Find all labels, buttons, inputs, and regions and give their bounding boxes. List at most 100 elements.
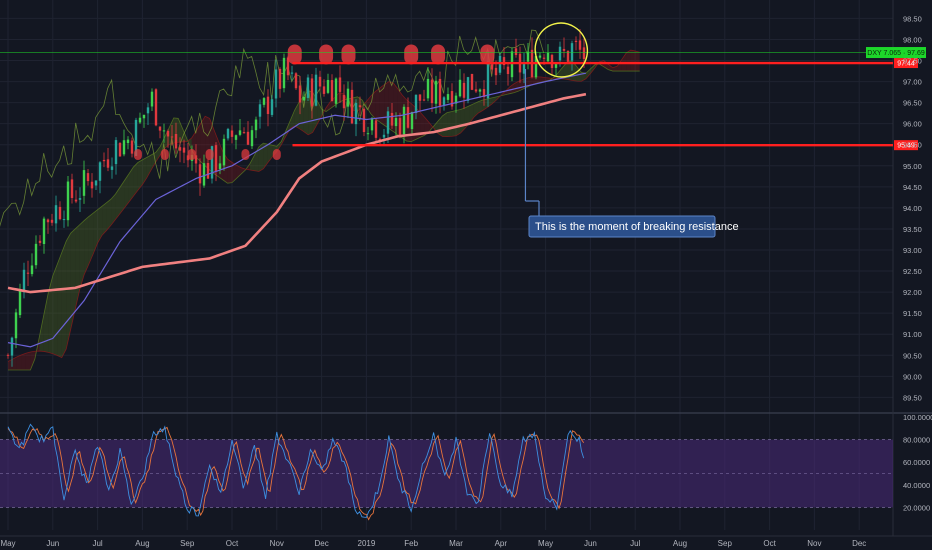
candle-body [230,130,234,137]
candle-body [158,126,162,131]
candle-body [430,79,434,104]
candle-body [294,73,298,89]
time-tick-label: Jun [46,539,59,548]
candle-body [434,80,438,104]
candle-body [422,99,426,101]
price-tick-label: 94.50 [903,183,922,192]
candle-body [14,312,18,339]
cloud-segment [111,194,116,226]
cloud-segment [276,141,282,152]
price-tick-label: 95.00 [903,162,922,171]
stoch-d-line [7,426,585,521]
candle-body [438,78,442,106]
cloud-segment [478,100,483,113]
candle-body [478,89,482,92]
cloud-segment [442,112,448,137]
resistance-price-tag [894,58,918,69]
candle-body [510,51,514,78]
candle-body [342,95,346,109]
candle-body [170,136,174,138]
cloud-segment [429,122,434,132]
cloud-segment [514,81,519,93]
cloud-segment [93,209,98,255]
cloud-segment [379,84,385,126]
candle-body [214,145,218,172]
cloud-segment [52,264,58,356]
candle-body [178,147,182,151]
lagging-span [0,29,545,227]
cloud-segment [142,157,147,185]
candle-body [402,106,406,135]
cloud-segment [124,173,129,208]
cloud-segment [178,118,183,143]
price-tick-label: 96.50 [903,99,922,108]
cloud-segment [630,50,636,72]
stoch-k-line [7,423,585,518]
resistance-price-tag [894,140,918,151]
candle-body [26,272,30,274]
candle-body [450,91,454,107]
candle-body [346,88,350,107]
cloud-segment [240,167,246,175]
candle-body [378,138,382,140]
candle-body [130,140,134,154]
cloud-segment [258,143,264,172]
candle-body [278,68,282,89]
cloud-segment [88,213,94,265]
candle-body [150,91,154,107]
candle-body [398,118,402,136]
candle-body [366,133,370,135]
candle-body [82,170,86,196]
time-tick-label: Apr [495,539,508,548]
support-marker [187,149,196,161]
candle-body [374,120,378,138]
cloud-segment [16,354,22,370]
time-tick-label: 2019 [358,539,376,548]
candle-body [186,155,190,161]
cloud-segment [57,252,62,358]
price-tick-label: 90.00 [903,372,922,381]
candle-body [42,218,46,245]
resistance-levels: 97.44 95.49 DXY 7.065 · 97.69 [0,47,926,151]
candle-body [314,74,318,106]
support-marker [205,149,214,161]
cloud-segment [120,180,125,214]
candle-body [370,118,374,131]
cloud-segment [128,167,134,202]
support-marker [241,149,250,161]
candle-body [10,337,14,356]
cloud-segment [317,100,322,125]
candle-body [362,108,366,133]
price-axis: 98.50 98.00 97.50 97.00 96.50 96.00 95.50 95.00… [903,14,922,402]
candle-body [102,159,106,162]
cloud-segment [146,154,152,178]
candle-body [238,130,242,135]
candle-body [142,114,146,119]
candle-body [58,206,62,220]
candle-body [394,118,398,127]
candle-body [74,199,78,202]
price-tick-label: 91.00 [903,330,922,339]
candle-body [574,40,578,43]
candle-body [258,104,262,117]
cloud-segment [509,83,515,94]
candle-body [290,72,294,74]
resistance-marker [287,44,302,65]
candle-body [470,73,474,90]
time-tick-label: Jun [584,539,597,548]
cloud-segment [487,97,492,108]
candle-body [94,180,98,186]
candle-body [134,119,138,156]
time-tick-label: Dec [852,539,866,548]
time-tick-label: Feb [404,539,418,548]
candle-body [386,111,390,134]
candle-body [226,128,230,139]
candle-body [206,163,210,179]
cloud-segment [447,111,452,137]
candle-body [466,77,470,101]
cloud-segment [559,66,564,79]
candle-body [302,96,306,101]
osc-tick-label: 20.0000 [903,503,930,512]
candle-body [418,94,422,101]
sma-fast-line [7,72,587,348]
